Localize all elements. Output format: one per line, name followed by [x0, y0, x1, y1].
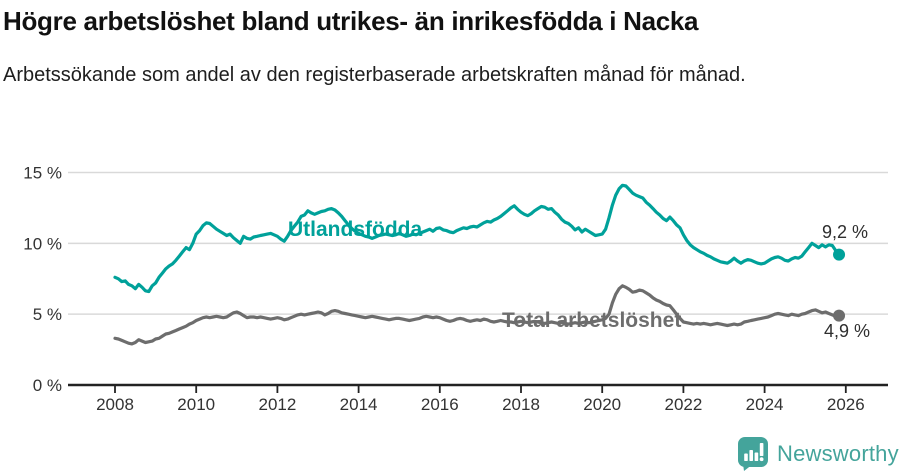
y-tick-label: 0 % — [33, 376, 62, 395]
x-tick-label: 2026 — [827, 395, 865, 414]
series-line-utlandsfodda — [113, 183, 841, 294]
x-tick-label: 2008 — [96, 395, 134, 414]
newsworthy-logo-icon — [738, 437, 768, 471]
newsworthy-brand-link[interactable]: Newsworthy — [737, 436, 899, 472]
x-tick-label: 2014 — [340, 395, 378, 414]
page-title: Högre arbetslöshet bland utrikes- än inr… — [3, 6, 699, 36]
series-end-dot-total — [833, 309, 846, 322]
y-tick-label: 5 % — [33, 305, 62, 324]
unemployment-line-chart: 2008 2010 2012 2014 2016 2018 2020 2022 2024 2026… — [23, 164, 888, 414]
x-tick-label: 2020 — [583, 395, 621, 414]
series-label-total: Total arbetslöshet — [502, 309, 681, 332]
series-label-utlandsfodda: Utlandsfödda — [288, 218, 422, 241]
series-end-dot-utlandsfodda — [833, 248, 846, 261]
x-tick-label: 2018 — [502, 395, 540, 414]
page-subtitle: Arbetssökande som andel av den registerb… — [3, 64, 746, 86]
x-tick-label: 2012 — [258, 395, 296, 414]
x-tick-label: 2016 — [421, 395, 459, 414]
y-tick-label: 15 % — [23, 164, 62, 183]
series-end-value-utlandsfodda: 9,2 % — [822, 222, 868, 242]
x-tick-label: 2010 — [177, 395, 215, 414]
newsworthy-brand-text: Newsworthy — [777, 441, 899, 466]
x-tick-label: 2022 — [664, 395, 702, 414]
series-end-value-total: 4,9 % — [824, 321, 870, 341]
y-tick-label: 10 % — [23, 234, 62, 253]
x-tick-label: 2024 — [746, 395, 784, 414]
series-line-total — [113, 284, 841, 346]
